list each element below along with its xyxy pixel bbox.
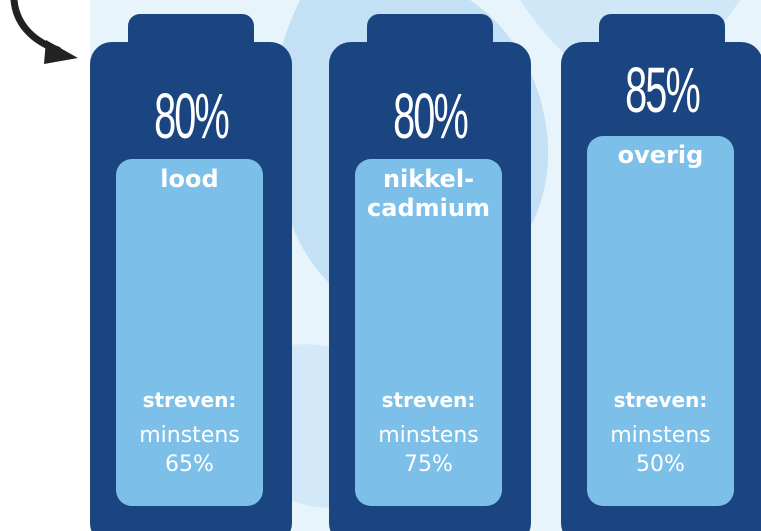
goal-line-2: 50% bbox=[636, 452, 685, 477]
battery-type-line-1: nikkel- bbox=[382, 165, 475, 193]
goal-line-1: minstens bbox=[378, 423, 479, 448]
battery-type: overig bbox=[617, 141, 704, 169]
battery-type-line-2: cadmium bbox=[367, 194, 490, 222]
goal-line-1: minstens bbox=[139, 423, 240, 448]
battery-fill bbox=[116, 159, 263, 506]
curved-arrow-icon bbox=[10, 0, 78, 64]
goal-label: streven: bbox=[142, 388, 237, 412]
battery-type: lood bbox=[160, 165, 219, 193]
goal-line-2: 75% bbox=[404, 452, 453, 477]
battery-percentage: 80% bbox=[393, 80, 469, 152]
battery-fill bbox=[355, 159, 502, 506]
goal-line-2: 65% bbox=[165, 452, 214, 477]
battery-fill bbox=[587, 136, 734, 506]
goal-label: streven: bbox=[381, 388, 476, 412]
battery-percentage: 80% bbox=[154, 80, 230, 152]
battery-percentage: 85% bbox=[625, 54, 701, 126]
goal-line-1: minstens bbox=[610, 423, 711, 448]
goal-label: streven: bbox=[613, 388, 708, 412]
